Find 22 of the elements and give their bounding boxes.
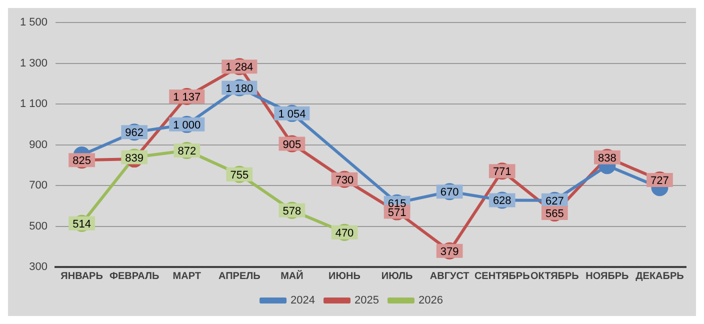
x-tick-label: ДЕКАБРЬ: [636, 270, 684, 282]
y-tick-label: 1 500: [20, 16, 48, 29]
x-tick-label: ФЕВРАЛЬ: [109, 270, 160, 282]
y-tick-label: 1 100: [20, 98, 48, 110]
x-tick-label: ИЮНЬ: [328, 270, 360, 282]
y-tick-label: 500: [29, 220, 48, 232]
y-tick-label: 1 300: [20, 57, 48, 70]
x-tick-label: НОЯБРЬ: [586, 270, 629, 282]
x-tick-label: МАЙ: [280, 268, 304, 282]
y-tick-label: 300: [29, 261, 48, 274]
legend-label: 2026: [418, 294, 443, 307]
x-tick-label: МАРТ: [172, 270, 201, 282]
legend-label: 2025: [354, 294, 379, 307]
x-tick-label: ЯНВАРЬ: [60, 270, 103, 282]
x-tick-label: СЕНТЯБРЬ: [474, 270, 530, 282]
y-tick-label: 700: [29, 180, 48, 192]
x-tick-label: ИЮЛЬ: [381, 270, 413, 282]
x-tick-label: АВГУСТ: [430, 270, 470, 282]
legend-label: 2024: [290, 294, 316, 307]
x-tick-label: АПРЕЛЬ: [218, 270, 260, 282]
x-tick-label: ОКТЯБРЬ: [530, 270, 579, 282]
y-tick-label: 900: [29, 138, 48, 151]
